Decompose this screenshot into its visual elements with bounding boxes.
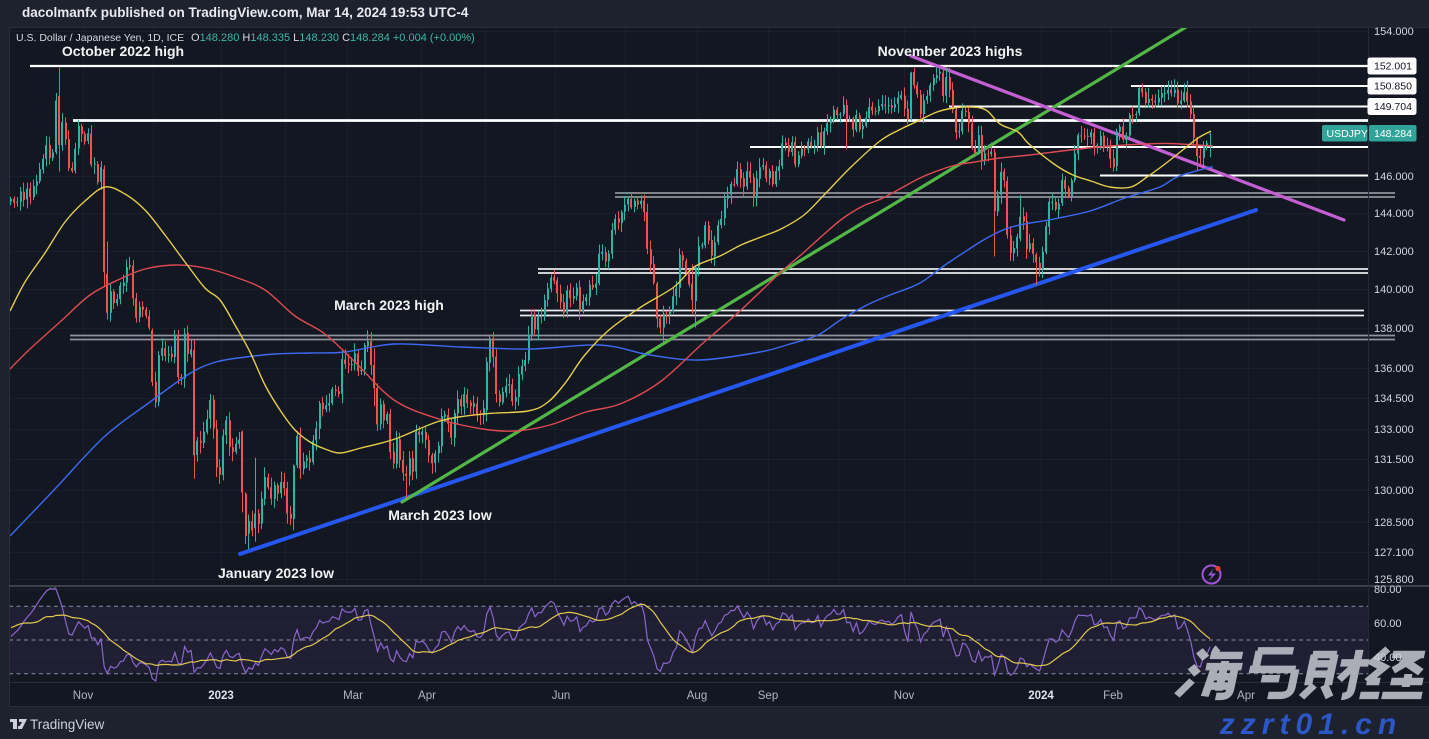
- svg-text:Feb: Feb: [1103, 690, 1123, 702]
- svg-text:128.500: 128.500: [1374, 517, 1414, 529]
- svg-text:140.000: 140.000: [1374, 284, 1414, 296]
- svg-text:142.000: 142.000: [1374, 246, 1414, 258]
- svg-text:2023: 2023: [208, 690, 234, 702]
- svg-text:130.000: 130.000: [1374, 485, 1414, 497]
- svg-text:133.000: 133.000: [1374, 424, 1414, 436]
- svg-text:40.00: 40.00: [1374, 652, 1402, 664]
- svg-text:149.704: 149.704: [1374, 101, 1412, 113]
- svg-text:60.00: 60.00: [1374, 618, 1402, 630]
- svg-text:USDJPY: USDJPY: [1327, 128, 1368, 140]
- svg-text:U.S. Dollar / Japanese Yen, 1D: U.S. Dollar / Japanese Yen, 1D, ICE: [16, 32, 184, 44]
- svg-text:Mar: Mar: [343, 690, 363, 702]
- svg-text:TradingView: TradingView: [30, 717, 105, 732]
- svg-text:125.800: 125.800: [1374, 574, 1414, 586]
- svg-text:Apr: Apr: [418, 690, 436, 702]
- svg-text:Aug: Aug: [687, 690, 707, 702]
- svg-text:Nov: Nov: [894, 690, 915, 702]
- svg-text:134.500: 134.500: [1374, 393, 1414, 405]
- svg-text:131.500: 131.500: [1374, 454, 1414, 466]
- svg-text:March 2023 high: March 2023 high: [334, 297, 444, 313]
- svg-text:138.000: 138.000: [1374, 323, 1414, 335]
- svg-text:146.000: 146.000: [1374, 171, 1414, 183]
- svg-text:148.284: 148.284: [1374, 128, 1412, 140]
- svg-text:154.000: 154.000: [1374, 26, 1414, 38]
- svg-text:November 2023 highs: November 2023 highs: [878, 43, 1023, 59]
- svg-text:zzrt01.cn: zzrt01.cn: [1219, 708, 1402, 739]
- svg-text:Nov: Nov: [73, 690, 94, 702]
- svg-text:Sep: Sep: [758, 690, 778, 702]
- svg-text:152.001: 152.001: [1374, 61, 1412, 73]
- svg-text:Apr: Apr: [1237, 690, 1255, 702]
- svg-text:dacolmanfx published on Tradin: dacolmanfx published on TradingView.com,…: [22, 5, 469, 20]
- svg-text:October 2022 high: October 2022 high: [62, 43, 184, 59]
- svg-text:March 2023 low: March 2023 low: [388, 507, 492, 523]
- svg-text:150.850: 150.850: [1374, 81, 1412, 93]
- svg-text:144.000: 144.000: [1374, 208, 1414, 220]
- svg-text:80.00: 80.00: [1374, 584, 1402, 596]
- svg-text:136.000: 136.000: [1374, 363, 1414, 375]
- svg-text:127.100: 127.100: [1374, 547, 1414, 559]
- svg-text:2024: 2024: [1028, 690, 1054, 702]
- svg-text:O148.280 H148.335 L148.230: O148.280 H148.335 L148.230 C148.284 +0.0…: [191, 32, 475, 44]
- svg-text:Jun: Jun: [552, 690, 571, 702]
- svg-text:January 2023 low: January 2023 low: [218, 565, 334, 581]
